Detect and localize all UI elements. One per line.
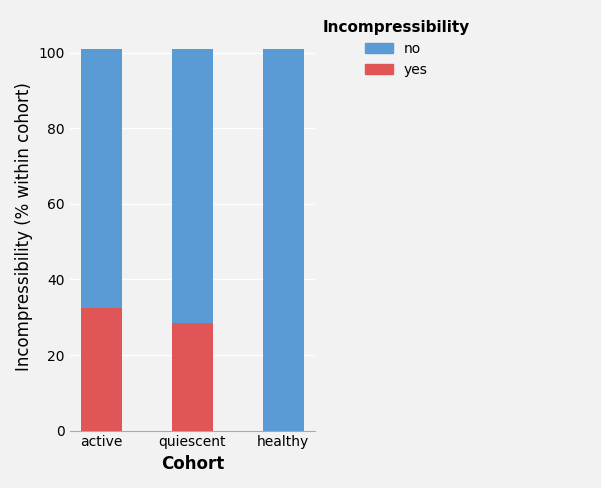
X-axis label: Cohort: Cohort <box>160 455 224 473</box>
Bar <box>81 308 122 430</box>
Bar <box>263 49 304 430</box>
Bar <box>172 323 213 430</box>
Bar <box>172 49 213 323</box>
Legend: no, yes: no, yes <box>317 14 475 82</box>
Y-axis label: Incompressibility (% within cohort): Incompressibility (% within cohort) <box>15 82 33 371</box>
Bar <box>81 49 122 308</box>
